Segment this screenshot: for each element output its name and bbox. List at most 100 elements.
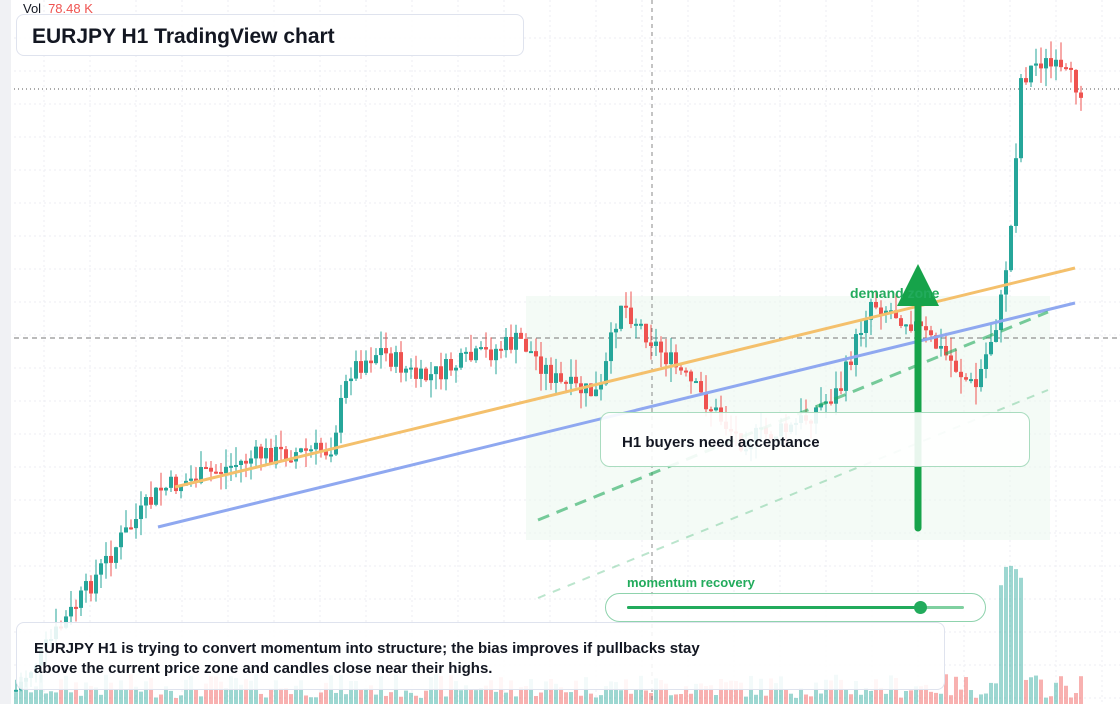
volume-bar [199,696,203,704]
volume-bar [614,682,618,704]
green-dashed-trendline [537,310,1049,522]
analysis-note: EURJPY H1 is trying to convert momentum … [16,622,945,690]
candle-body [254,446,258,459]
momentum-slider[interactable] [605,593,986,622]
volume-bar [149,678,153,704]
volume-bar [704,685,708,704]
candle-body [994,330,998,342]
volume-bar [664,683,668,704]
momentum-knob[interactable] [914,601,928,614]
volume-bar [599,695,603,704]
candle-body [629,307,633,325]
candle-body [389,353,393,367]
candle-body [259,446,263,459]
volume-bar [139,691,143,704]
volume-bar [619,690,623,704]
volume-bar [924,684,928,704]
volume-bar [999,585,1003,704]
candle-body [309,449,313,452]
volume-bar [724,682,728,704]
volume-bar [539,692,543,704]
volume-bar [819,693,823,704]
candle-body [224,466,228,474]
volume-bar [124,689,128,704]
volume-bar [244,679,248,704]
volume-bar [359,689,363,704]
volume-bar [144,681,148,704]
candle-body [554,373,558,383]
volume-bar [609,681,613,704]
volume-bar [409,692,413,704]
candle-body [954,360,958,372]
candle-body [354,361,358,379]
candle-body [969,379,973,382]
volume-bar [444,696,448,704]
candle-body [644,323,648,343]
volume-readout: Vol 78.48 K [23,1,93,16]
volume-bar [1029,677,1033,704]
candle-body [674,352,678,368]
volume-bar [989,682,993,704]
volume-bar [1009,565,1013,704]
candle-body [339,397,343,433]
candle-body [369,360,373,364]
demand-zone-label: demand zone [850,285,940,301]
candle-body [214,471,218,474]
volume-bar [729,680,733,704]
candle-body [244,460,248,464]
volume-bar [369,685,373,704]
candle-body [444,359,448,380]
candle-body [439,366,443,380]
volume-bar [654,678,658,704]
volume-bar [374,694,378,704]
volume-bar [944,674,948,704]
volume-bar [709,685,713,704]
volume-bar [324,682,328,704]
volume-bar [799,688,803,704]
candle-body [449,359,453,371]
candle-body [279,446,283,450]
candle-body [204,467,208,470]
volume-bar [1049,696,1053,704]
candle-body [559,373,563,382]
candle-body [314,442,318,450]
volume-bar [569,692,573,704]
candle-body [299,448,303,453]
callout-text: H1 buyers need acceptance [622,434,820,451]
volume-bar [14,692,18,704]
volume-bar [574,680,578,704]
volume-bar [949,695,953,704]
candle-body [509,336,513,350]
chart-title: EURJPY H1 TradingView chart [32,25,335,48]
candle-body [534,351,538,357]
candle-body [69,606,73,617]
volume-bar [1069,697,1073,704]
volume-bar [789,693,793,704]
candle-body [414,367,418,379]
volume-bar [564,692,568,704]
volume-bar [914,686,918,704]
volume-value: 78.48 K [48,1,93,16]
volume-bar [74,682,78,704]
candle-body [974,379,978,388]
candle-body [874,301,878,308]
volume-bar [779,676,783,704]
candle-body [159,487,163,491]
volume-bar [479,688,483,704]
candle-body [1014,158,1018,226]
volume-bar [669,695,673,704]
volume-bar [279,688,283,704]
volume-bar [554,683,558,704]
volume-bar [514,696,518,704]
candle-body [334,432,338,455]
candle-body [609,332,613,362]
volume-bar [1039,679,1043,704]
candle-body [474,348,478,361]
candle-body [379,348,383,356]
candle-body [1049,58,1053,67]
volume-bar [1034,675,1038,704]
candle-body [344,381,348,398]
volume-bar [474,690,478,704]
candle-body [624,305,628,308]
volume-bar [209,676,213,704]
